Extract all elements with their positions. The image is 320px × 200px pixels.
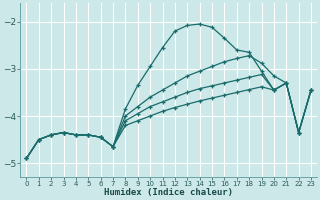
X-axis label: Humidex (Indice chaleur): Humidex (Indice chaleur) [104,188,233,197]
